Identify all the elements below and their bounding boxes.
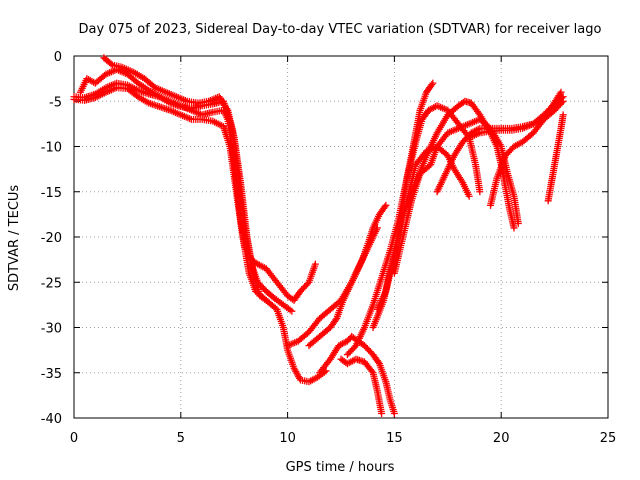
y-axis-label: SDTVAR / TECUs	[7, 185, 22, 292]
series-track-2	[70, 84, 330, 386]
y-tick-label: -10	[41, 141, 62, 156]
y-tick-label: -35	[41, 367, 62, 382]
data-point	[311, 260, 319, 268]
data-point	[540, 111, 548, 119]
data-point	[558, 94, 566, 102]
data-point	[332, 316, 340, 324]
x-tick-label: 20	[493, 431, 510, 446]
data-point	[288, 307, 296, 315]
data-point	[381, 203, 389, 211]
y-tick-label: -30	[41, 322, 62, 337]
data-point	[510, 224, 518, 232]
x-tick-label: 10	[279, 431, 296, 446]
y-tick-label: -5	[49, 95, 62, 110]
data-point	[465, 192, 473, 200]
data-point	[543, 108, 551, 116]
data-point	[107, 60, 115, 68]
plot-area	[70, 54, 567, 417]
x-tick-label: 25	[600, 431, 617, 446]
data-point	[546, 105, 554, 113]
data-point	[557, 88, 565, 96]
y-tick-label: -25	[41, 276, 62, 291]
data-point	[373, 224, 381, 232]
data-point	[559, 111, 567, 119]
data-point	[261, 295, 269, 303]
x-axis-label: GPS time / hours	[286, 460, 395, 475]
y-axis-ticks: 0 -5 -10 -15 -20 -25 -30 -35 -40	[41, 50, 608, 427]
y-tick-label: -20	[41, 231, 62, 246]
series-track-17	[544, 111, 567, 205]
data-point	[429, 79, 437, 87]
y-tick-label: -15	[41, 186, 62, 201]
data-point	[374, 358, 382, 366]
series-track-6	[305, 224, 381, 350]
y-tick-label: -40	[41, 412, 62, 427]
series-track-8	[337, 355, 386, 417]
data-point	[428, 81, 436, 89]
data-point	[378, 409, 386, 417]
series-track-3	[76, 66, 296, 315]
x-tick-label: 0	[70, 431, 78, 446]
data-point	[304, 280, 312, 288]
data-point	[544, 106, 552, 114]
x-tick-label: 5	[177, 431, 185, 446]
grid	[74, 56, 608, 418]
data-point	[390, 409, 398, 417]
x-axis-ticks: 0 5 10 15 20 25	[70, 56, 616, 446]
series-track-16	[465, 93, 567, 141]
x-tick-label: 15	[386, 431, 403, 446]
data-point	[548, 103, 556, 111]
data-point	[541, 109, 549, 117]
data-point	[382, 201, 390, 209]
chart-title: Day 075 of 2023, Sidereal Day-to-day VTE…	[79, 22, 602, 37]
series-track-11	[373, 102, 484, 313]
data-point	[262, 296, 270, 304]
series-track-4	[100, 54, 270, 304]
data-point	[559, 93, 567, 101]
y-tick-label: 0	[54, 50, 62, 65]
data-point	[476, 188, 484, 196]
data-point	[368, 367, 376, 375]
